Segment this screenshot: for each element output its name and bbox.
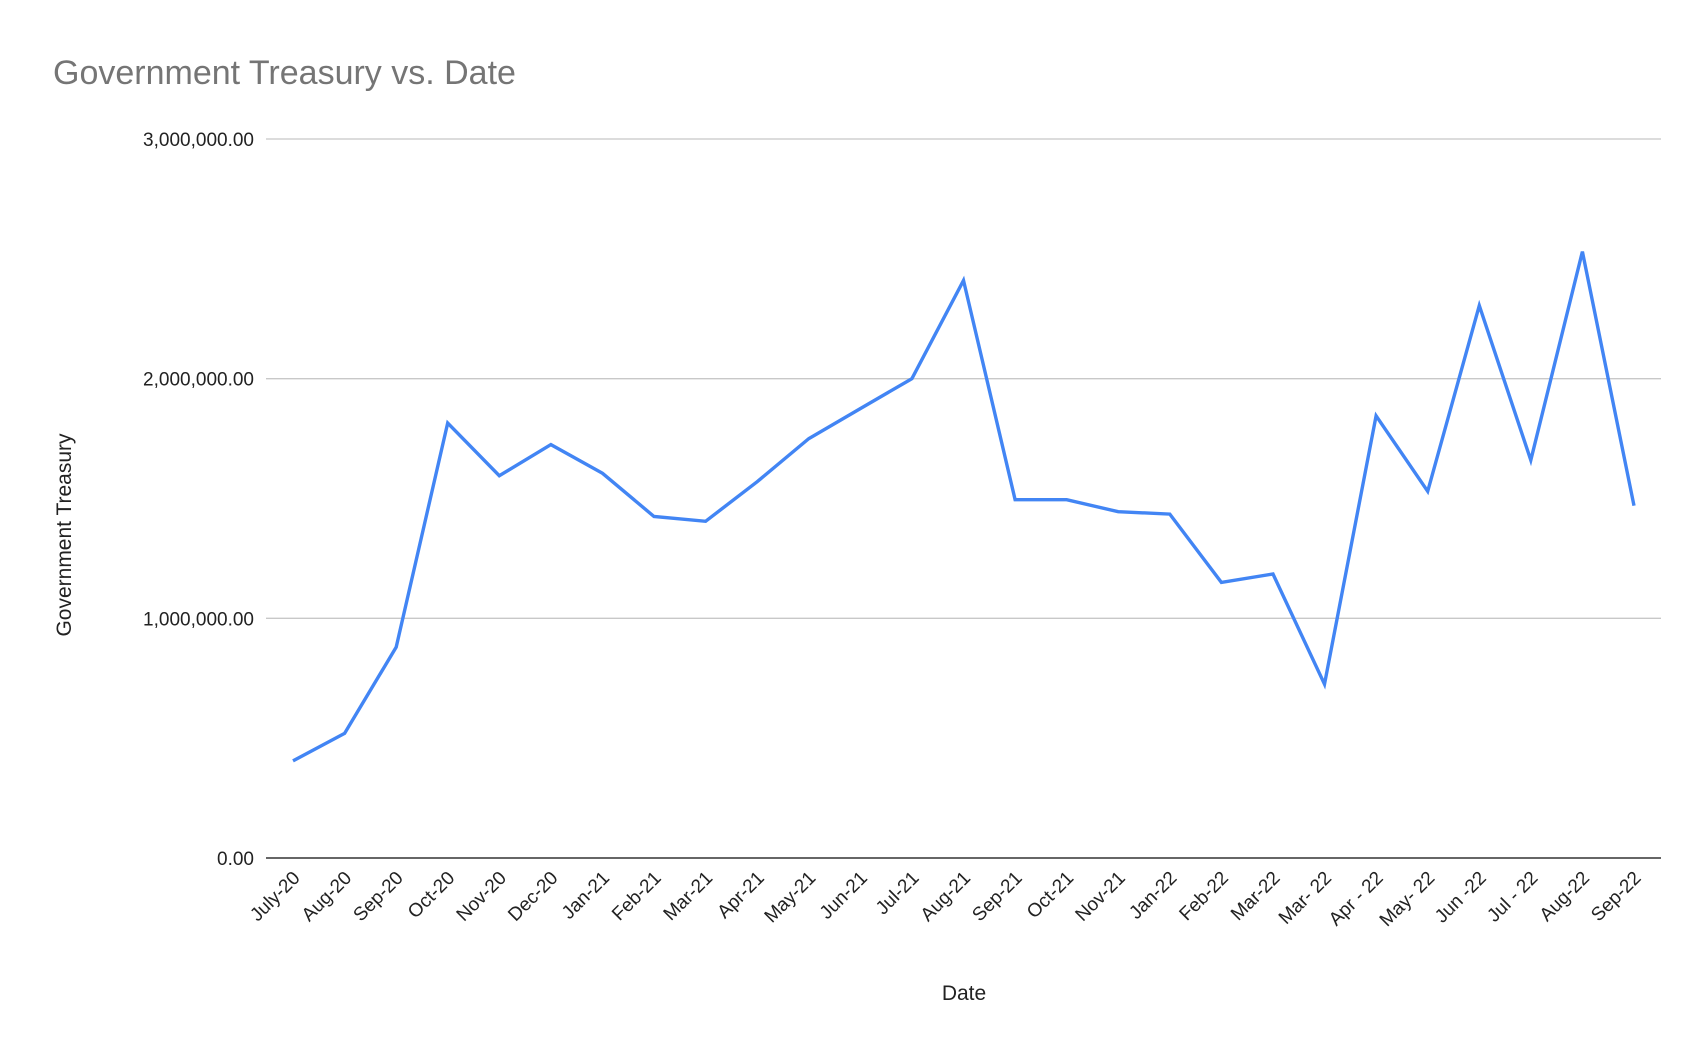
series-group bbox=[292, 251, 1636, 763]
x-tick-label: Nov-21 bbox=[1072, 868, 1130, 926]
y-tick-label: 0.00 bbox=[217, 849, 254, 870]
x-tick-label: May-21 bbox=[761, 868, 821, 928]
y-tick-label: 3,000,000.00 bbox=[143, 130, 254, 151]
x-tick-label: Jun -22 bbox=[1431, 868, 1491, 928]
x-tick-label: Mar-22 bbox=[1227, 868, 1284, 925]
x-axis-title: Date bbox=[942, 982, 986, 1005]
x-tick-label: Apr - 22 bbox=[1325, 868, 1388, 931]
gridlines bbox=[266, 138, 1661, 859]
x-tick-label: Mar-21 bbox=[660, 868, 717, 925]
x-tick-label: Jul - 22 bbox=[1483, 868, 1542, 927]
x-tick-label: Jan-21 bbox=[558, 868, 614, 924]
y-tick-label: 1,000,000.00 bbox=[143, 609, 254, 630]
x-tick-label: Aug-20 bbox=[298, 868, 356, 926]
x-tick-label: Feb-21 bbox=[608, 868, 665, 925]
series-line bbox=[292, 251, 1636, 763]
y-tick-label: 2,000,000.00 bbox=[143, 370, 254, 391]
x-tick-label: Mar- 22 bbox=[1275, 868, 1336, 929]
x-tick-label: Jun-21 bbox=[816, 868, 872, 924]
x-tick-label: Sep-21 bbox=[968, 868, 1026, 926]
x-tick-label: Feb-22 bbox=[1176, 868, 1233, 925]
x-tick-label: Jul-21 bbox=[872, 868, 923, 919]
x-tick-label: July-20 bbox=[246, 868, 304, 926]
x-tick-label: Sep-20 bbox=[350, 868, 408, 926]
x-tick-label: Oct-21 bbox=[1023, 868, 1078, 923]
x-axis-ticks: July-20Aug-20Sep-20Oct-20Nov-20Dec-20Jan… bbox=[246, 868, 1645, 931]
x-tick-label: Jan-22 bbox=[1125, 868, 1181, 924]
x-tick-label: Dec-20 bbox=[504, 868, 562, 926]
x-tick-label: Sep-22 bbox=[1587, 868, 1645, 926]
x-tick-label: Nov-20 bbox=[453, 868, 511, 926]
chart-title: Government Treasury vs. Date bbox=[53, 54, 516, 92]
x-tick-label: Aug-21 bbox=[917, 868, 975, 926]
y-axis-ticks: 0.00 1,000,000.00 2,000,000.00 3,000,000.00 bbox=[143, 130, 254, 870]
x-tick-label: May- 22 bbox=[1376, 868, 1439, 931]
x-tick-label: Aug-22 bbox=[1536, 868, 1594, 926]
y-axis-title: Government Treasury bbox=[53, 433, 76, 637]
x-tick-label: Apr-21 bbox=[714, 868, 769, 923]
x-tick-label: Oct-20 bbox=[404, 868, 459, 923]
